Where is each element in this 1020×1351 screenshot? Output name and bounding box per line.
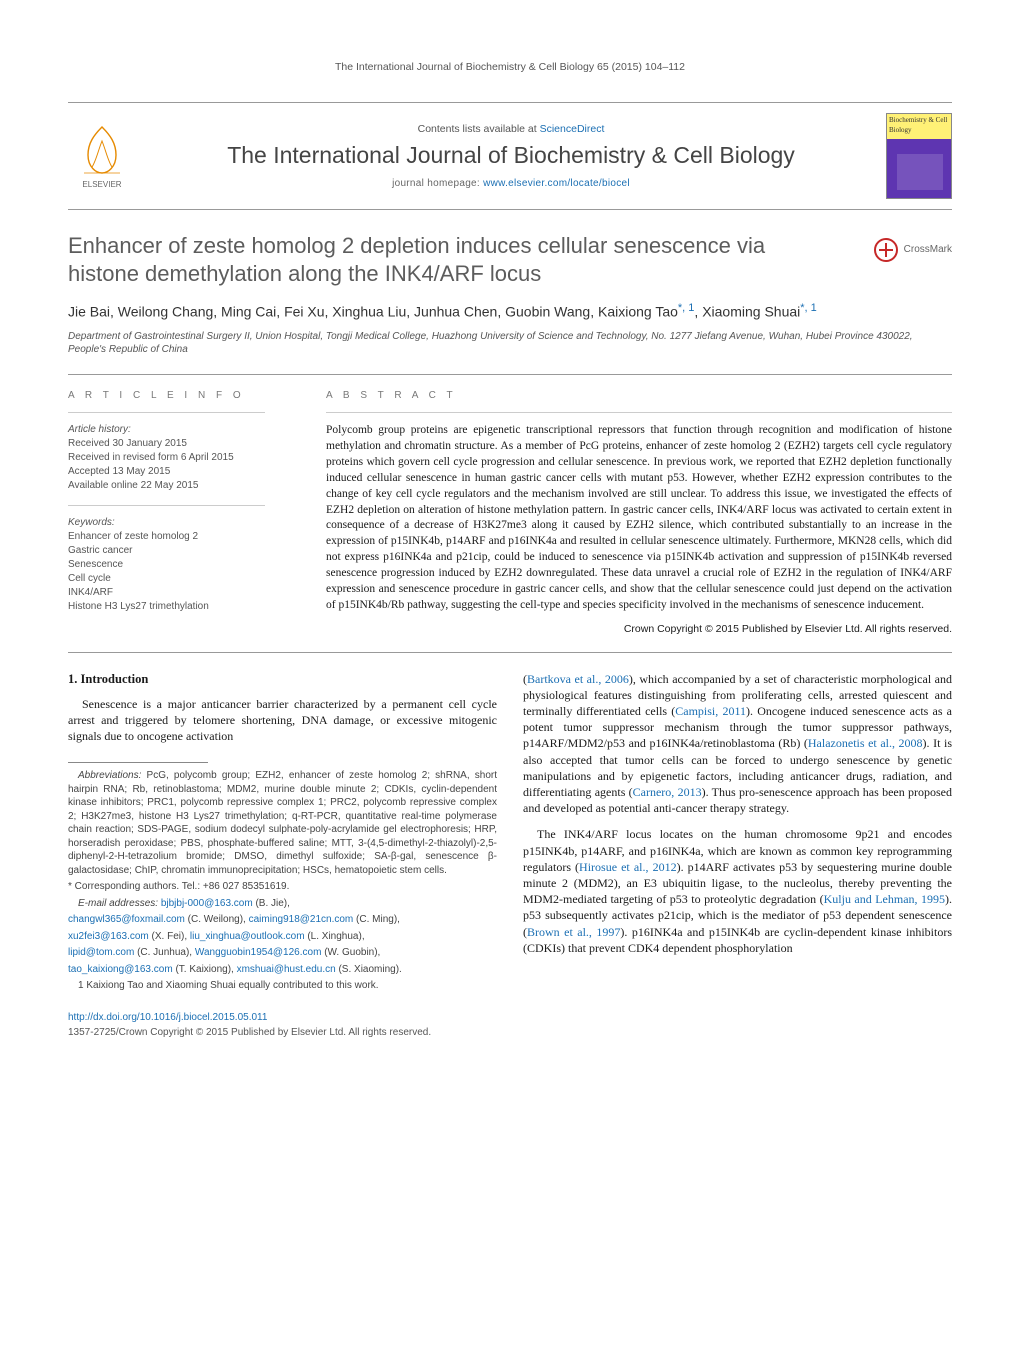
article-info-pane: A R T I C L E I N F O Article history: R… <box>68 389 300 636</box>
contribution-note: 1 Kaixiong Tao and Xiaoming Shuai equall… <box>68 979 497 993</box>
citation-link[interactable]: Campisi, 2011 <box>675 704 746 718</box>
email-link[interactable]: xmshuai@hust.edu.cn <box>237 964 336 975</box>
journal-cover-thumbnail: Biochemistry & Cell Biology <box>886 113 952 199</box>
divider <box>68 412 265 413</box>
journal-masthead: ELSEVIER Contents lists available at Sci… <box>68 102 952 210</box>
article-title: Enhancer of zeste homolog 2 depletion in… <box>68 232 952 287</box>
crossmark-icon <box>874 238 898 262</box>
article-info-header: A R T I C L E I N F O <box>68 389 300 403</box>
footnote-rule <box>68 762 208 763</box>
doi-block: http://dx.doi.org/10.1016/j.biocel.2015.… <box>68 1011 952 1040</box>
sciencedirect-link[interactable]: ScienceDirect <box>540 123 605 135</box>
body-paragraph: (Bartkova et al., 2006), which accompani… <box>523 671 952 817</box>
crossmark-label: CrossMark <box>904 243 952 257</box>
footnotes: Abbreviations: PcG, polycomb group; EZH2… <box>68 762 497 993</box>
affiliation: Department of Gastrointestinal Surgery I… <box>68 330 952 356</box>
email-link[interactable]: caiming918@21cn.com <box>249 914 354 925</box>
section-heading-intro: 1. Introduction <box>68 671 497 688</box>
elsevier-logo: ELSEVIER <box>68 117 136 195</box>
contents-line: Contents lists available at ScienceDirec… <box>136 122 886 136</box>
email-link[interactable]: Wangguobin1954@126.com <box>195 947 322 958</box>
abstract-pane: A B S T R A C T Polycomb group proteins … <box>326 389 952 636</box>
citation-link[interactable]: Kulju and Lehman, 1995 <box>824 892 945 906</box>
abstract-copyright: Crown Copyright © 2015 Published by Else… <box>326 622 952 636</box>
citation-link[interactable]: Brown et al., 1997 <box>527 925 620 939</box>
doi-link[interactable]: http://dx.doi.org/10.1016/j.biocel.2015.… <box>68 1012 267 1023</box>
running-header: The International Journal of Biochemistr… <box>68 60 952 74</box>
divider <box>68 505 265 506</box>
journal-homepage-link[interactable]: www.elsevier.com/locate/biocel <box>483 178 630 189</box>
article-history: Article history: Received 30 January 201… <box>68 423 300 493</box>
journal-name: The International Journal of Biochemistr… <box>136 142 886 170</box>
body-paragraph: Senescence is a major anticancer barrier… <box>68 696 497 745</box>
elsevier-logo-text: ELSEVIER <box>82 180 121 189</box>
author-list: Jie Bai, Weilong Chang, Ming Cai, Fei Xu… <box>68 301 952 322</box>
abstract-header: A B S T R A C T <box>326 389 952 403</box>
email-link[interactable]: lipid@tom.com <box>68 947 134 958</box>
article-body: 1. Introduction Senescence is a major an… <box>68 671 952 993</box>
journal-homepage-line: journal homepage: www.elsevier.com/locat… <box>136 177 886 191</box>
keywords-block: Keywords: Enhancer of zeste homolog 2 Ga… <box>68 516 300 614</box>
issn-copyright: 1357-2725/Crown Copyright © 2015 Publish… <box>68 1026 952 1040</box>
body-paragraph: The INK4/ARF locus locates on the human … <box>523 826 952 956</box>
citation-link[interactable]: Carnero, 2013 <box>633 785 702 799</box>
email-link[interactable]: xu2fei3@163.com <box>68 931 149 942</box>
citation-link[interactable]: Bartkova et al., 2006 <box>527 672 629 686</box>
corr-marker[interactable]: *, 1 <box>678 302 695 314</box>
corresponding-note: * Corresponding authors. Tel.: +86 027 8… <box>68 880 497 894</box>
abstract-text: Polycomb group proteins are epigenetic t… <box>326 423 952 613</box>
corr-marker[interactable]: *, 1 <box>800 302 817 314</box>
email-link[interactable]: changwl365@foxmail.com <box>68 914 185 925</box>
email-link[interactable]: liu_xinghua@outlook.com <box>190 931 305 942</box>
citation-link[interactable]: Halazonetis et al., 2008 <box>808 736 923 750</box>
citation-link[interactable]: Hirosue et al., 2012 <box>579 860 677 874</box>
email-link[interactable]: bjbjbj-000@163.com <box>161 898 253 909</box>
divider <box>326 412 952 413</box>
email-link[interactable]: tao_kaixiong@163.com <box>68 964 173 975</box>
crossmark-badge[interactable]: CrossMark <box>874 238 952 262</box>
